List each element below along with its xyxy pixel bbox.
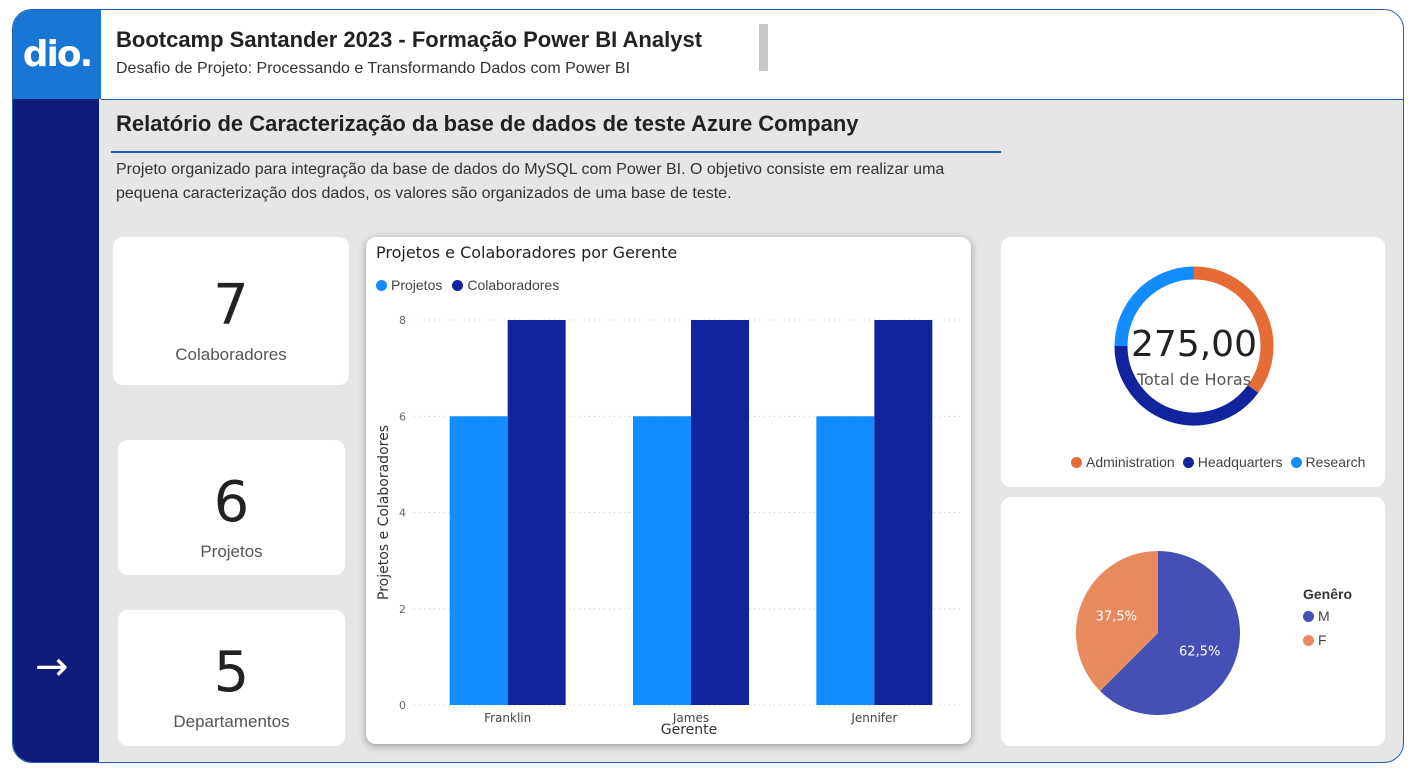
bar-colaboradores-james — [691, 320, 749, 705]
y-tick-label: 0 — [399, 699, 406, 712]
x-tick-label: Jennifer — [850, 711, 897, 725]
legend-title: Genêro — [1303, 586, 1353, 602]
legend-item-f[interactable]: F — [1303, 632, 1342, 648]
legend-label: Headquarters — [1197, 454, 1283, 470]
logo-text: dio. — [22, 34, 94, 75]
bar-projetos-james — [633, 416, 691, 705]
legend-label: M — [1318, 608, 1330, 624]
y-axis-label: Projetos e Colaboradores — [376, 425, 392, 600]
legend-dot — [1303, 634, 1314, 646]
y-tick-label: 2 — [399, 603, 406, 616]
legend-item-headquarters[interactable]: Headquarters — [1182, 454, 1283, 470]
y-tick-label: 6 — [399, 410, 406, 423]
bar-projetos-jennifer — [816, 416, 875, 705]
donut-center-label: Total de Horas — [1136, 370, 1251, 389]
pie-legend: Genêro M F — [1303, 586, 1352, 648]
arrow-right-icon[interactable]: → — [35, 644, 69, 690]
gender-pie-card[interactable]: 62,5% 37,5% Genêro M F — [1001, 497, 1385, 746]
kpi-value: 5 — [213, 640, 250, 705]
legend-item-research[interactable]: Research — [1290, 454, 1366, 470]
chart-legend: Projetos Colaboradores — [376, 277, 569, 293]
sidebar: → — [13, 99, 99, 762]
bar-projetos-franklin — [449, 416, 508, 705]
bar-colaboradores-franklin — [507, 320, 566, 705]
legend-dot — [1071, 456, 1082, 468]
kpi-label: Departamentos — [173, 712, 290, 731]
page-subtitle: Desafio de Projeto: Processando e Transf… — [116, 60, 631, 77]
legend-label: F — [1318, 632, 1327, 648]
donut-segment-administration — [1193, 266, 1274, 393]
legend-item-administration[interactable]: Administration — [1071, 454, 1175, 470]
legend-item-colaboradores[interactable]: Colaboradores — [452, 277, 559, 293]
kpi-value: 6 — [213, 470, 250, 535]
legend-dot — [376, 279, 387, 291]
dashboard-frame: dio. Bootcamp Santander 2023 - Formação … — [12, 9, 1404, 763]
title-underline — [111, 151, 1001, 153]
bar-colaboradores-jennifer — [874, 320, 933, 705]
kpi-card-projetos[interactable]: 6 Projetos — [118, 440, 345, 575]
legend-label: Research — [1305, 454, 1366, 470]
legend-label: Projetos — [391, 277, 443, 293]
donut-segment-research — [1114, 266, 1195, 347]
page-title: Bootcamp Santander 2023 - Formação Power… — [116, 27, 703, 52]
donut-segment-headquarters — [1114, 345, 1259, 426]
kpi-card-departamentos[interactable]: 5 Departamentos — [118, 610, 345, 746]
pie-slice-label: 62,5% — [1179, 644, 1220, 659]
x-tick-label: James — [672, 711, 709, 725]
legend-dot — [1182, 456, 1194, 468]
hours-donut-chart: 275,00 Total de Horas — [1114, 266, 1274, 426]
kpi-value: 7 — [213, 273, 249, 338]
kpi-label: Colaboradores — [175, 345, 287, 364]
legend-item-projetos[interactable]: Projetos — [376, 277, 442, 293]
legend-dot — [452, 279, 464, 291]
header: Bootcamp Santander 2023 - Formação Power… — [101, 10, 1403, 100]
kpi-label: Projetos — [200, 542, 263, 561]
pie-slice-label: 37,5% — [1096, 610, 1137, 625]
legend-label: Colaboradores — [467, 277, 560, 293]
bar-chart-card[interactable]: Projetos e Colaboradores por Gerente Pro… — [366, 237, 971, 744]
y-tick-label: 8 — [399, 314, 406, 327]
x-axis-label: Gerente — [661, 722, 718, 738]
x-tick-label: Franklin — [484, 711, 531, 725]
report-title: Relatório de Caracterização da base de d… — [116, 111, 859, 136]
pie-slice-f — [1076, 551, 1158, 691]
report-description: Projeto organizado para integração da ba… — [116, 161, 945, 202]
kpi-card-colaboradores[interactable]: 7 Colaboradores — [113, 237, 349, 385]
donut-center-value: 275,00 — [1131, 324, 1257, 365]
dio-logo: dio. — [13, 10, 101, 99]
bar-chart-plot: 0 2 4 6 8 Franklin James Jennifer Gerente Projeto… — [376, 314, 964, 738]
y-tick-label: 4 — [399, 507, 406, 520]
header-divider — [759, 24, 768, 71]
gender-pie-chart: 62,5% 37,5% — [1076, 551, 1240, 715]
legend-item-m[interactable]: M — [1303, 608, 1342, 624]
hours-donut-card[interactable]: 275,00 Total de Horas Administration Head… — [1001, 237, 1385, 487]
legend-label: Administration — [1086, 454, 1175, 470]
pie-slice-m — [1100, 551, 1240, 715]
chart-title: Projetos e Colaboradores por Gerente — [376, 243, 678, 262]
legend-dot — [1290, 456, 1302, 468]
donut-legend: Administration Headquarters Research — [1071, 454, 1375, 470]
legend-dot — [1303, 610, 1314, 622]
